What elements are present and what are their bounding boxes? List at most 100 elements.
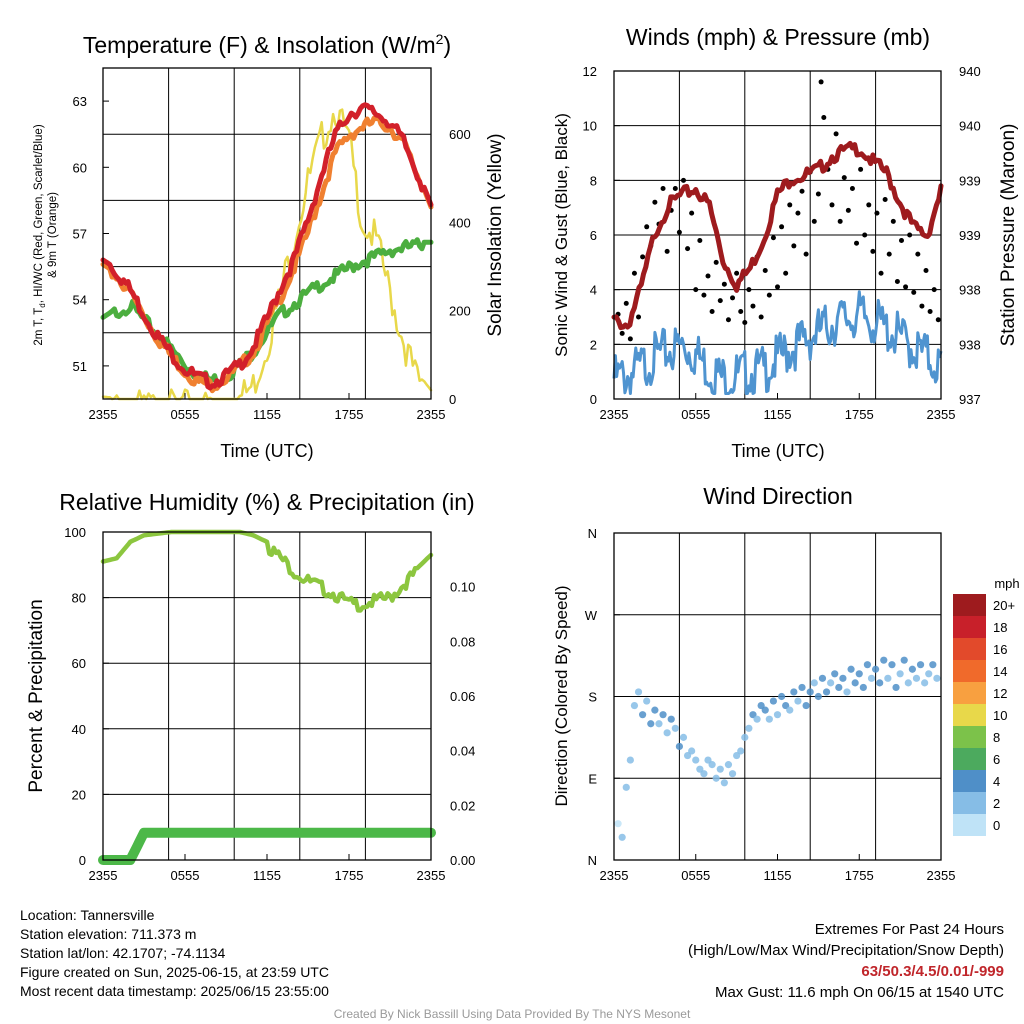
gust-point	[874, 210, 880, 216]
direction-point	[671, 724, 679, 732]
gust-point	[870, 248, 876, 254]
direction-point	[724, 761, 733, 769]
direction-point	[773, 711, 782, 719]
colorbar-swatch	[953, 726, 986, 748]
humidity-panel: 2355 0555 1155 1755 23550204060801000.000.02…	[26, 489, 475, 883]
gust-point	[907, 232, 913, 238]
y-tick-label: W	[585, 608, 598, 623]
extremes-values: 63/50.3/4.5/0.01/-999	[861, 963, 1004, 980]
direction-point	[855, 670, 863, 678]
credit-text: Created By Nick Bassill Using Data Provi…	[333, 1007, 691, 1021]
gust-point	[841, 175, 847, 181]
x-tick-label: 0555	[681, 868, 710, 883]
direction-point	[798, 683, 806, 692]
gust-point	[935, 317, 941, 323]
y2-axis-label: Station Pressure (Maroon)	[998, 124, 1019, 347]
y-tick-label: 20	[72, 787, 86, 802]
y2-tick-label: 938	[959, 337, 981, 352]
y2-tick-label: 0.02	[450, 798, 475, 813]
colorbar-label: 12	[993, 686, 1007, 701]
gust-point	[927, 309, 933, 315]
direction-point	[835, 683, 843, 692]
direction-point	[790, 688, 798, 696]
direction-point	[745, 724, 753, 732]
title-superscript: 2	[436, 31, 444, 47]
x-tick-label: 2355	[417, 407, 446, 422]
humidity-line	[100, 529, 434, 613]
gust-point	[915, 251, 921, 257]
gust-point	[672, 186, 678, 192]
direction-point	[900, 656, 908, 664]
direction-point	[933, 674, 941, 682]
gust-point	[705, 273, 711, 279]
colorbar-label: 10	[993, 708, 1007, 723]
direction-point	[916, 661, 925, 669]
direction-point	[872, 665, 880, 673]
direction-point	[794, 697, 802, 705]
direction-point	[896, 670, 904, 678]
direction-point	[651, 706, 659, 714]
y-axis-label-part: 2m T, T	[33, 308, 45, 346]
x-tick-label: 1755	[335, 868, 364, 883]
gust-point	[730, 295, 736, 301]
chart-title: Wind Direction	[703, 483, 853, 509]
y2-tick-label: 0.08	[450, 634, 475, 649]
gust-point	[725, 317, 731, 323]
gust-point	[640, 254, 646, 260]
y-axis-label-line2: & 9m T (Orange)	[47, 192, 59, 278]
gust-point	[919, 303, 925, 309]
gust-point	[750, 303, 756, 309]
gust-point	[709, 309, 715, 315]
x-tick-label: 1155	[764, 868, 792, 883]
x-tick-label: 2355	[927, 868, 956, 883]
y2-tick-label: 0.10	[450, 580, 475, 595]
x-tick-label: 0555	[681, 407, 710, 422]
direction-point	[716, 765, 724, 773]
y-tick-label: E	[588, 771, 597, 786]
y-tick-label: 0	[590, 392, 597, 407]
gust-point	[738, 309, 744, 315]
gust-point	[866, 202, 872, 208]
gust-point	[644, 224, 650, 230]
colorbar-swatch	[953, 660, 986, 682]
gust-point	[815, 191, 821, 197]
colorbar-swatch	[953, 682, 986, 704]
chart-title: Temperature (F) & Insolation (W/m2)	[83, 31, 451, 58]
gust-point	[619, 330, 625, 336]
gust-point	[795, 210, 801, 216]
direction-point	[859, 683, 867, 692]
gust-point	[676, 229, 682, 235]
y-tick-label: 10	[583, 119, 597, 134]
gust-point	[664, 248, 670, 254]
x-tick-label: 2355	[927, 407, 956, 422]
direction-point	[728, 770, 737, 778]
y2-tick-label: 939	[959, 228, 981, 243]
x-tick-label: 2355	[417, 868, 446, 883]
direction-point	[708, 761, 716, 769]
direction-point	[831, 670, 839, 678]
gust-point	[829, 202, 835, 208]
x-tick-label: 1155	[253, 407, 281, 422]
y2-tick-label: 400	[449, 215, 471, 230]
gust-point	[799, 188, 805, 194]
direction-point	[618, 833, 626, 841]
gust-point	[886, 251, 892, 257]
direction-point	[925, 670, 933, 678]
gust-point	[623, 300, 629, 306]
pressure-line	[611, 140, 944, 331]
direction-point	[908, 665, 916, 673]
y-tick-label: 60	[72, 656, 86, 671]
gust-point	[734, 270, 740, 276]
direction-point	[659, 711, 667, 719]
colorbar-swatch	[953, 770, 986, 792]
direction-point	[675, 742, 684, 751]
y2-tick-label: 600	[449, 127, 471, 142]
direction-point	[777, 692, 786, 701]
gust-point	[636, 314, 642, 320]
gust-point	[791, 243, 797, 249]
x-tick-label: 0555	[171, 868, 200, 883]
extremes-subheading: (High/Low/Max Wind/Precipitation/Snow De…	[688, 942, 1004, 959]
colorbar-swatch	[953, 638, 986, 660]
direction-point	[663, 729, 671, 737]
direction-point	[639, 711, 647, 719]
